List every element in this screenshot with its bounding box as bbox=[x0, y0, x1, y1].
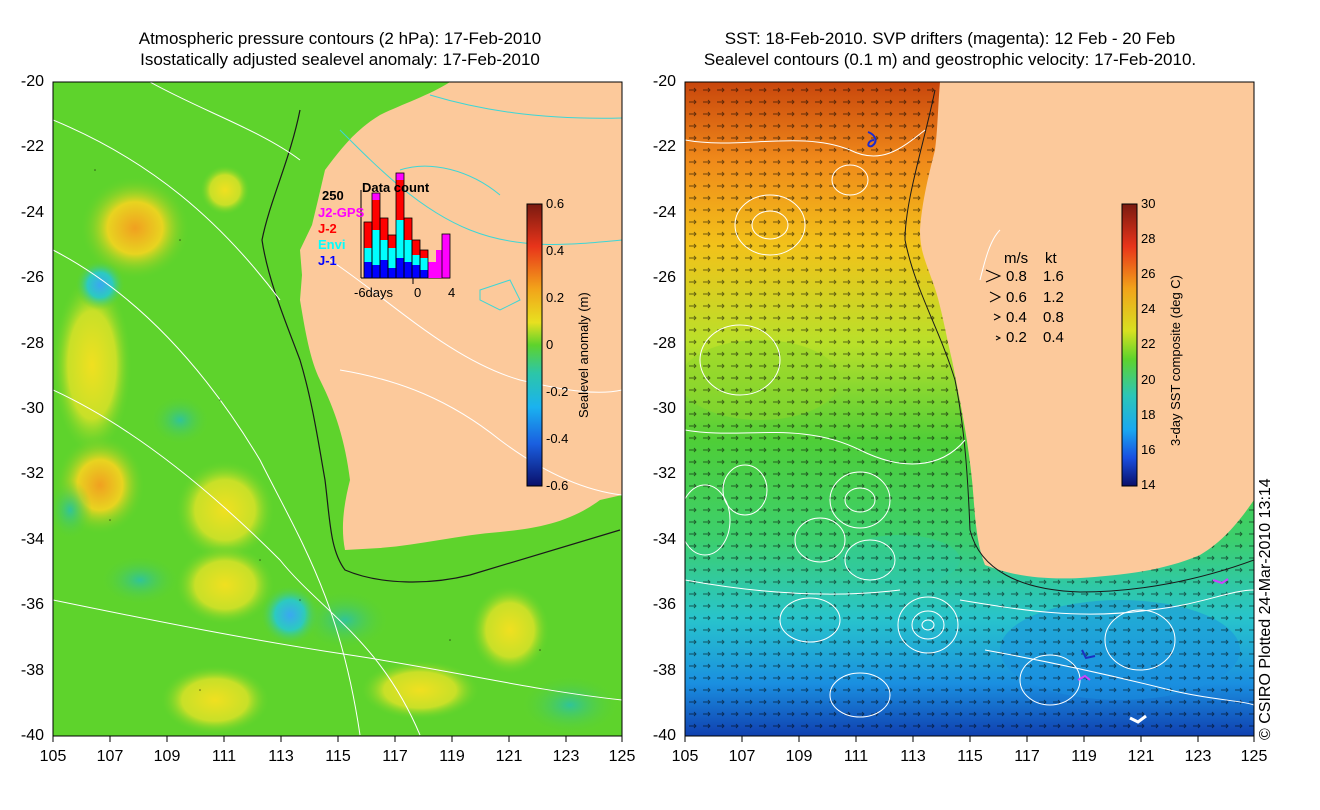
x-label: 119 bbox=[439, 748, 465, 765]
sst-tick: 20 bbox=[1141, 372, 1156, 387]
sst-colorbar-label: 3-day SST composite (deg C) bbox=[1168, 275, 1183, 446]
anomaly-colorbar bbox=[526, 203, 543, 487]
velocity-kt: 0.4 bbox=[1043, 329, 1064, 346]
y-label: -32 bbox=[20, 465, 44, 482]
x-label: 121 bbox=[1127, 748, 1155, 765]
anomaly-tick: 0.6 bbox=[546, 196, 565, 211]
x-label: 111 bbox=[843, 748, 869, 765]
y-label: -22 bbox=[20, 138, 44, 155]
sst-tick: 18 bbox=[1141, 407, 1156, 422]
y-label: -38 bbox=[652, 662, 676, 679]
y-label: -30 bbox=[652, 400, 676, 417]
sst-tick: 22 bbox=[1141, 336, 1156, 351]
x-label: 105 bbox=[671, 748, 699, 765]
velocity-header-ms: m/s bbox=[1004, 250, 1029, 267]
legend-j2gps: J2-GPS bbox=[318, 205, 365, 220]
anomaly-tick: 0.2 bbox=[546, 290, 565, 305]
x-label: 109 bbox=[785, 748, 813, 765]
axis-ticks bbox=[52, 736, 1255, 742]
sst-tick: 16 bbox=[1141, 442, 1156, 457]
x-label: 113 bbox=[900, 748, 926, 765]
velocity-kt: 1.6 bbox=[1043, 268, 1064, 285]
anomaly-tick: -0.2 bbox=[546, 384, 569, 399]
copyright-label: © CSIRO Plotted 24-Mar-2010 13:14 bbox=[1257, 478, 1274, 740]
y-label: -28 bbox=[20, 335, 44, 352]
y-label: -26 bbox=[20, 269, 44, 286]
x-label: 113 bbox=[268, 748, 294, 765]
velocity-legend-arrows bbox=[985, 269, 1002, 341]
left-title-line1: Atmospheric pressure contours (2 hPa): 1… bbox=[138, 29, 542, 48]
y-label: -26 bbox=[652, 269, 676, 286]
x-label: 107 bbox=[96, 748, 124, 765]
x-label: 119 bbox=[1071, 748, 1097, 765]
left-panel-title: Atmospheric pressure contours (2 hPa): 1… bbox=[60, 28, 620, 70]
y-label: -36 bbox=[20, 596, 44, 613]
anomaly-tick: -0.4 bbox=[546, 431, 569, 446]
right-title-line1: SST: 18-Feb-2010. SVP drifters (magenta)… bbox=[724, 29, 1176, 48]
velocity-kt: 0.8 bbox=[1043, 309, 1064, 326]
y-label: -24 bbox=[20, 204, 44, 221]
y-label: -28 bbox=[652, 335, 676, 352]
sst-colorbar bbox=[1121, 203, 1138, 487]
x-label: 125 bbox=[608, 748, 636, 765]
anomaly-tick: 0 bbox=[546, 337, 554, 352]
x-label: 105 bbox=[39, 748, 67, 765]
x-label: 117 bbox=[382, 748, 408, 765]
x-label: 125 bbox=[1240, 748, 1268, 765]
y-label: -20 bbox=[20, 73, 44, 90]
velocity-ms: 0.2 bbox=[1006, 329, 1027, 346]
legend-envi: Envi bbox=[318, 237, 346, 252]
anomaly-tick: 0.4 bbox=[546, 243, 565, 258]
legend-j1: J-1 bbox=[318, 253, 337, 268]
y-label: -30 bbox=[20, 400, 44, 417]
sst-tick: 30 bbox=[1141, 196, 1156, 211]
inset-x-label: 4 bbox=[448, 285, 456, 300]
inset-x-label: -6days bbox=[354, 285, 394, 300]
velocity-ms: 0.4 bbox=[1006, 309, 1027, 326]
left-title-line2: Isostatically adjusted sealevel anomaly:… bbox=[140, 50, 540, 69]
velocity-kt: 1.2 bbox=[1043, 289, 1064, 306]
x-label: 109 bbox=[153, 748, 181, 765]
sst-tick: 24 bbox=[1141, 301, 1156, 316]
velocity-ms: 0.8 bbox=[1006, 268, 1027, 285]
y-label: -20 bbox=[652, 73, 676, 90]
x-label: 123 bbox=[552, 748, 580, 765]
anomaly-colorbar-label: Sealevel anomaly (m) bbox=[576, 292, 591, 418]
y-label: -22 bbox=[652, 138, 676, 155]
velocity-ms: 0.6 bbox=[1006, 289, 1027, 306]
inset-x-label: 0 bbox=[414, 285, 422, 300]
legend-j2: J-2 bbox=[318, 221, 337, 236]
data-count-inset bbox=[360, 172, 451, 284]
right-panel-title: SST: 18-Feb-2010. SVP drifters (magenta)… bbox=[640, 28, 1260, 70]
y-label: -34 bbox=[652, 531, 676, 548]
right-map bbox=[685, 82, 1254, 736]
x-label: 117 bbox=[1014, 748, 1040, 765]
x-label: 111 bbox=[211, 748, 237, 765]
y-label: -24 bbox=[652, 204, 676, 221]
y-label: -36 bbox=[652, 596, 676, 613]
x-label: 123 bbox=[1184, 748, 1212, 765]
inset-title: Data count bbox=[362, 180, 430, 195]
y-label: -38 bbox=[20, 662, 44, 679]
y-label: -32 bbox=[652, 465, 676, 482]
sst-tick: 14 bbox=[1141, 477, 1156, 492]
x-label: 107 bbox=[728, 748, 756, 765]
x-label: 115 bbox=[325, 748, 351, 765]
x-label: 121 bbox=[495, 748, 523, 765]
x-label: 115 bbox=[957, 748, 983, 765]
inset-max-label: 250 bbox=[322, 188, 344, 203]
right-title-line2: Sealevel contours (0.1 m) and geostrophi… bbox=[703, 50, 1197, 69]
y-label: -34 bbox=[20, 531, 44, 548]
velocity-header-kt: kt bbox=[1045, 250, 1057, 267]
sst-tick: 28 bbox=[1141, 231, 1156, 246]
y-label: -40 bbox=[20, 727, 44, 744]
sst-tick: 26 bbox=[1141, 266, 1156, 281]
anomaly-tick: -0.6 bbox=[546, 478, 569, 493]
y-label: -40 bbox=[652, 727, 676, 744]
